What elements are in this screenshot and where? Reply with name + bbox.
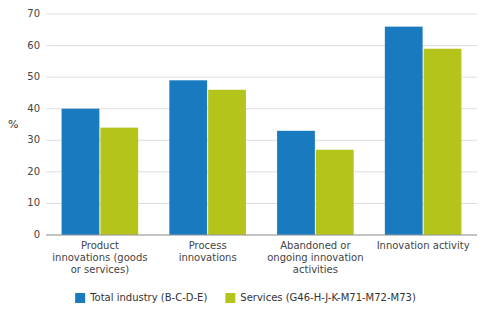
bar: [169, 80, 207, 235]
y-tick-label: 10: [27, 197, 40, 208]
bar: [277, 131, 315, 235]
chart-container: 0 10 20 30 40 50 60 70% Productinnovations (good…: [0, 0, 491, 315]
y-tick-label: 40: [27, 103, 40, 114]
chart-svg: 0 10 20 30 40 50 60 70% Productinnovations (good…: [0, 0, 491, 315]
bar: [62, 109, 100, 235]
bars: [62, 27, 462, 235]
x-tick-label-line: innovations: [179, 252, 237, 263]
page: {"chart_data": {"type": "bar", "categori…: [0, 0, 491, 315]
grid-line: [46, 14, 477, 15]
grid: [46, 14, 477, 235]
x-tick-label-line: activities: [293, 264, 338, 275]
x-tick-label-line: or services): [71, 264, 129, 275]
x-tick-label-line: ongoing innovation: [267, 252, 363, 263]
x-tick-label-line: innovations (goods: [52, 252, 147, 263]
bar: [100, 128, 138, 235]
bar: [385, 27, 423, 235]
y-tick-label: 60: [27, 40, 40, 51]
x-tick-label: Innovation activity: [377, 240, 470, 251]
x-axis: Productinnovations (goodsor services)Pro…: [52, 240, 469, 275]
y-tick-label: 0: [34, 229, 40, 240]
x-tick-label: Productinnovations (goodsor services): [52, 240, 147, 275]
legend-swatch: [225, 293, 235, 303]
x-tick-label: Processinnovations: [179, 240, 237, 263]
legend-label: Total industry (B-C-D-E): [89, 292, 207, 303]
y-tick-label: 70: [27, 8, 40, 19]
x-tick-label-line: Process: [189, 240, 227, 251]
y-axis-label: %: [8, 118, 18, 131]
legend-label: Services (G46-H-J-K-M71-M72-M73): [240, 292, 416, 303]
y-tick-label: 30: [27, 134, 40, 145]
grid-line: [46, 235, 477, 236]
x-axis-line: [46, 235, 477, 236]
y-tick-label: 20: [27, 166, 40, 177]
bar: [424, 49, 462, 235]
x-tick-label-line: Abandoned or: [280, 240, 351, 251]
y-axis: 0 10 20 30 40 50 60 70: [27, 8, 40, 240]
x-tick-label-line: Innovation activity: [377, 240, 470, 251]
y-tick-label: 50: [27, 71, 40, 82]
x-tick-label: Abandoned orongoing innovationactivities: [267, 240, 363, 275]
legend-swatch: [75, 293, 85, 303]
x-tick-label-line: Product: [81, 240, 119, 251]
bar: [208, 90, 246, 235]
legend: Total industry (B-C-D-E) Services (G46-H-…: [75, 292, 416, 303]
bar: [316, 150, 354, 235]
